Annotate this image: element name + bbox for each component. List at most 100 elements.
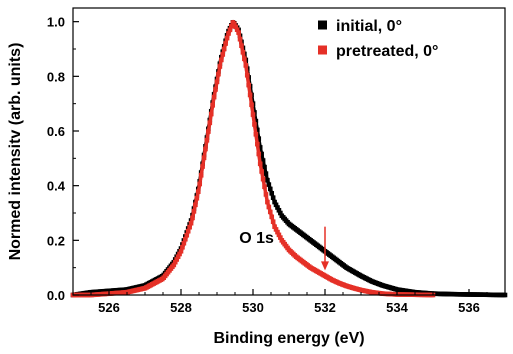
data-point bbox=[275, 205, 280, 210]
data-point bbox=[270, 195, 276, 200]
data-point bbox=[255, 127, 260, 133]
data-point bbox=[266, 204, 272, 210]
data-point bbox=[253, 131, 259, 137]
data-point bbox=[172, 259, 178, 265]
data-point bbox=[263, 192, 269, 197]
data-point bbox=[272, 224, 277, 229]
data-point bbox=[207, 120, 213, 126]
data-point bbox=[250, 112, 256, 117]
arrow-head bbox=[321, 261, 329, 271]
data-point bbox=[278, 210, 283, 216]
data-point bbox=[226, 31, 231, 36]
legend-marker-pretreated bbox=[318, 45, 327, 55]
series-layer bbox=[70, 19, 508, 298]
series-line bbox=[73, 19, 434, 297]
data-point bbox=[246, 82, 251, 88]
data-point bbox=[263, 171, 269, 176]
data-point bbox=[190, 215, 195, 221]
data-point bbox=[200, 164, 205, 169]
data-point bbox=[243, 63, 249, 68]
legend-label-pretreated: pretreated, 0° bbox=[336, 43, 438, 60]
data-point bbox=[262, 164, 267, 170]
y-tick-label: 0.2 bbox=[47, 233, 65, 248]
legend: initial, 0° pretreated, 0° bbox=[318, 18, 438, 60]
data-point bbox=[267, 186, 273, 192]
data-point bbox=[240, 49, 246, 55]
data-point bbox=[275, 229, 280, 235]
data-point bbox=[265, 199, 270, 205]
data-point bbox=[278, 235, 283, 240]
data-point bbox=[266, 182, 272, 187]
data-point bbox=[208, 111, 214, 117]
data-point bbox=[181, 240, 187, 246]
data-point bbox=[175, 254, 181, 260]
data-point bbox=[206, 129, 211, 134]
data-point bbox=[210, 103, 215, 108]
data-point bbox=[269, 214, 275, 220]
data-point bbox=[188, 220, 194, 226]
data-point bbox=[267, 209, 273, 215]
data-point bbox=[224, 35, 230, 41]
data-point bbox=[180, 244, 185, 250]
data-point bbox=[233, 24, 239, 30]
data-point bbox=[227, 27, 233, 33]
data-point bbox=[236, 30, 241, 35]
data-point bbox=[194, 195, 200, 201]
data-point bbox=[191, 209, 197, 214]
y-tick-label: 0.4 bbox=[47, 179, 66, 194]
data-point bbox=[252, 122, 257, 127]
data-point bbox=[198, 172, 204, 178]
data-point bbox=[259, 169, 264, 174]
data-point bbox=[242, 56, 247, 62]
data-point bbox=[276, 232, 282, 238]
data-point bbox=[219, 57, 224, 63]
data-point bbox=[220, 52, 226, 57]
peak-annotation: O 1s bbox=[239, 230, 274, 247]
data-point bbox=[249, 102, 254, 108]
y-tick-label: 1.0 bbox=[47, 15, 65, 30]
data-point bbox=[270, 219, 276, 225]
data-point bbox=[231, 21, 237, 27]
data-point bbox=[256, 136, 262, 141]
data-point bbox=[276, 207, 282, 213]
data-point bbox=[184, 232, 190, 238]
x-tick-label: 532 bbox=[314, 300, 336, 315]
x-tick-label: 534 bbox=[386, 300, 408, 315]
data-point bbox=[187, 224, 192, 230]
data-point bbox=[185, 228, 191, 234]
data-point bbox=[197, 181, 203, 187]
data-point bbox=[273, 227, 279, 232]
x-tick-label: 528 bbox=[170, 300, 192, 315]
data-point bbox=[257, 161, 263, 167]
data-point bbox=[229, 23, 234, 29]
data-point bbox=[265, 177, 270, 183]
data-point bbox=[204, 137, 210, 143]
x-tick-label: 536 bbox=[458, 300, 480, 315]
legend-marker-initial bbox=[318, 20, 327, 30]
data-point bbox=[178, 248, 184, 254]
data-point bbox=[234, 27, 240, 32]
data-point bbox=[201, 155, 207, 161]
data-point bbox=[213, 87, 218, 92]
data-point bbox=[239, 43, 244, 49]
data-point bbox=[257, 145, 263, 150]
data-point bbox=[273, 202, 279, 208]
series-pretreated bbox=[70, 19, 436, 298]
data-point bbox=[272, 199, 277, 205]
data-point bbox=[260, 158, 266, 163]
x-tick-label: 526 bbox=[98, 300, 120, 315]
data-point bbox=[217, 64, 223, 69]
data-point bbox=[174, 257, 179, 262]
series-line bbox=[72, 19, 506, 297]
data-point bbox=[253, 118, 259, 124]
data-point bbox=[183, 236, 188, 242]
data-point bbox=[214, 79, 220, 85]
axis-layer: 526 528 530 532 534 536 0.0 0.2 0.4 0.6 0.8 1.0 bbox=[47, 15, 506, 315]
data-point bbox=[262, 184, 267, 190]
data-point bbox=[216, 71, 221, 77]
x-axis-label: Binding energy (eV) bbox=[213, 330, 364, 347]
series-initial bbox=[70, 19, 508, 298]
data-point bbox=[203, 146, 208, 152]
data-point bbox=[259, 151, 264, 157]
